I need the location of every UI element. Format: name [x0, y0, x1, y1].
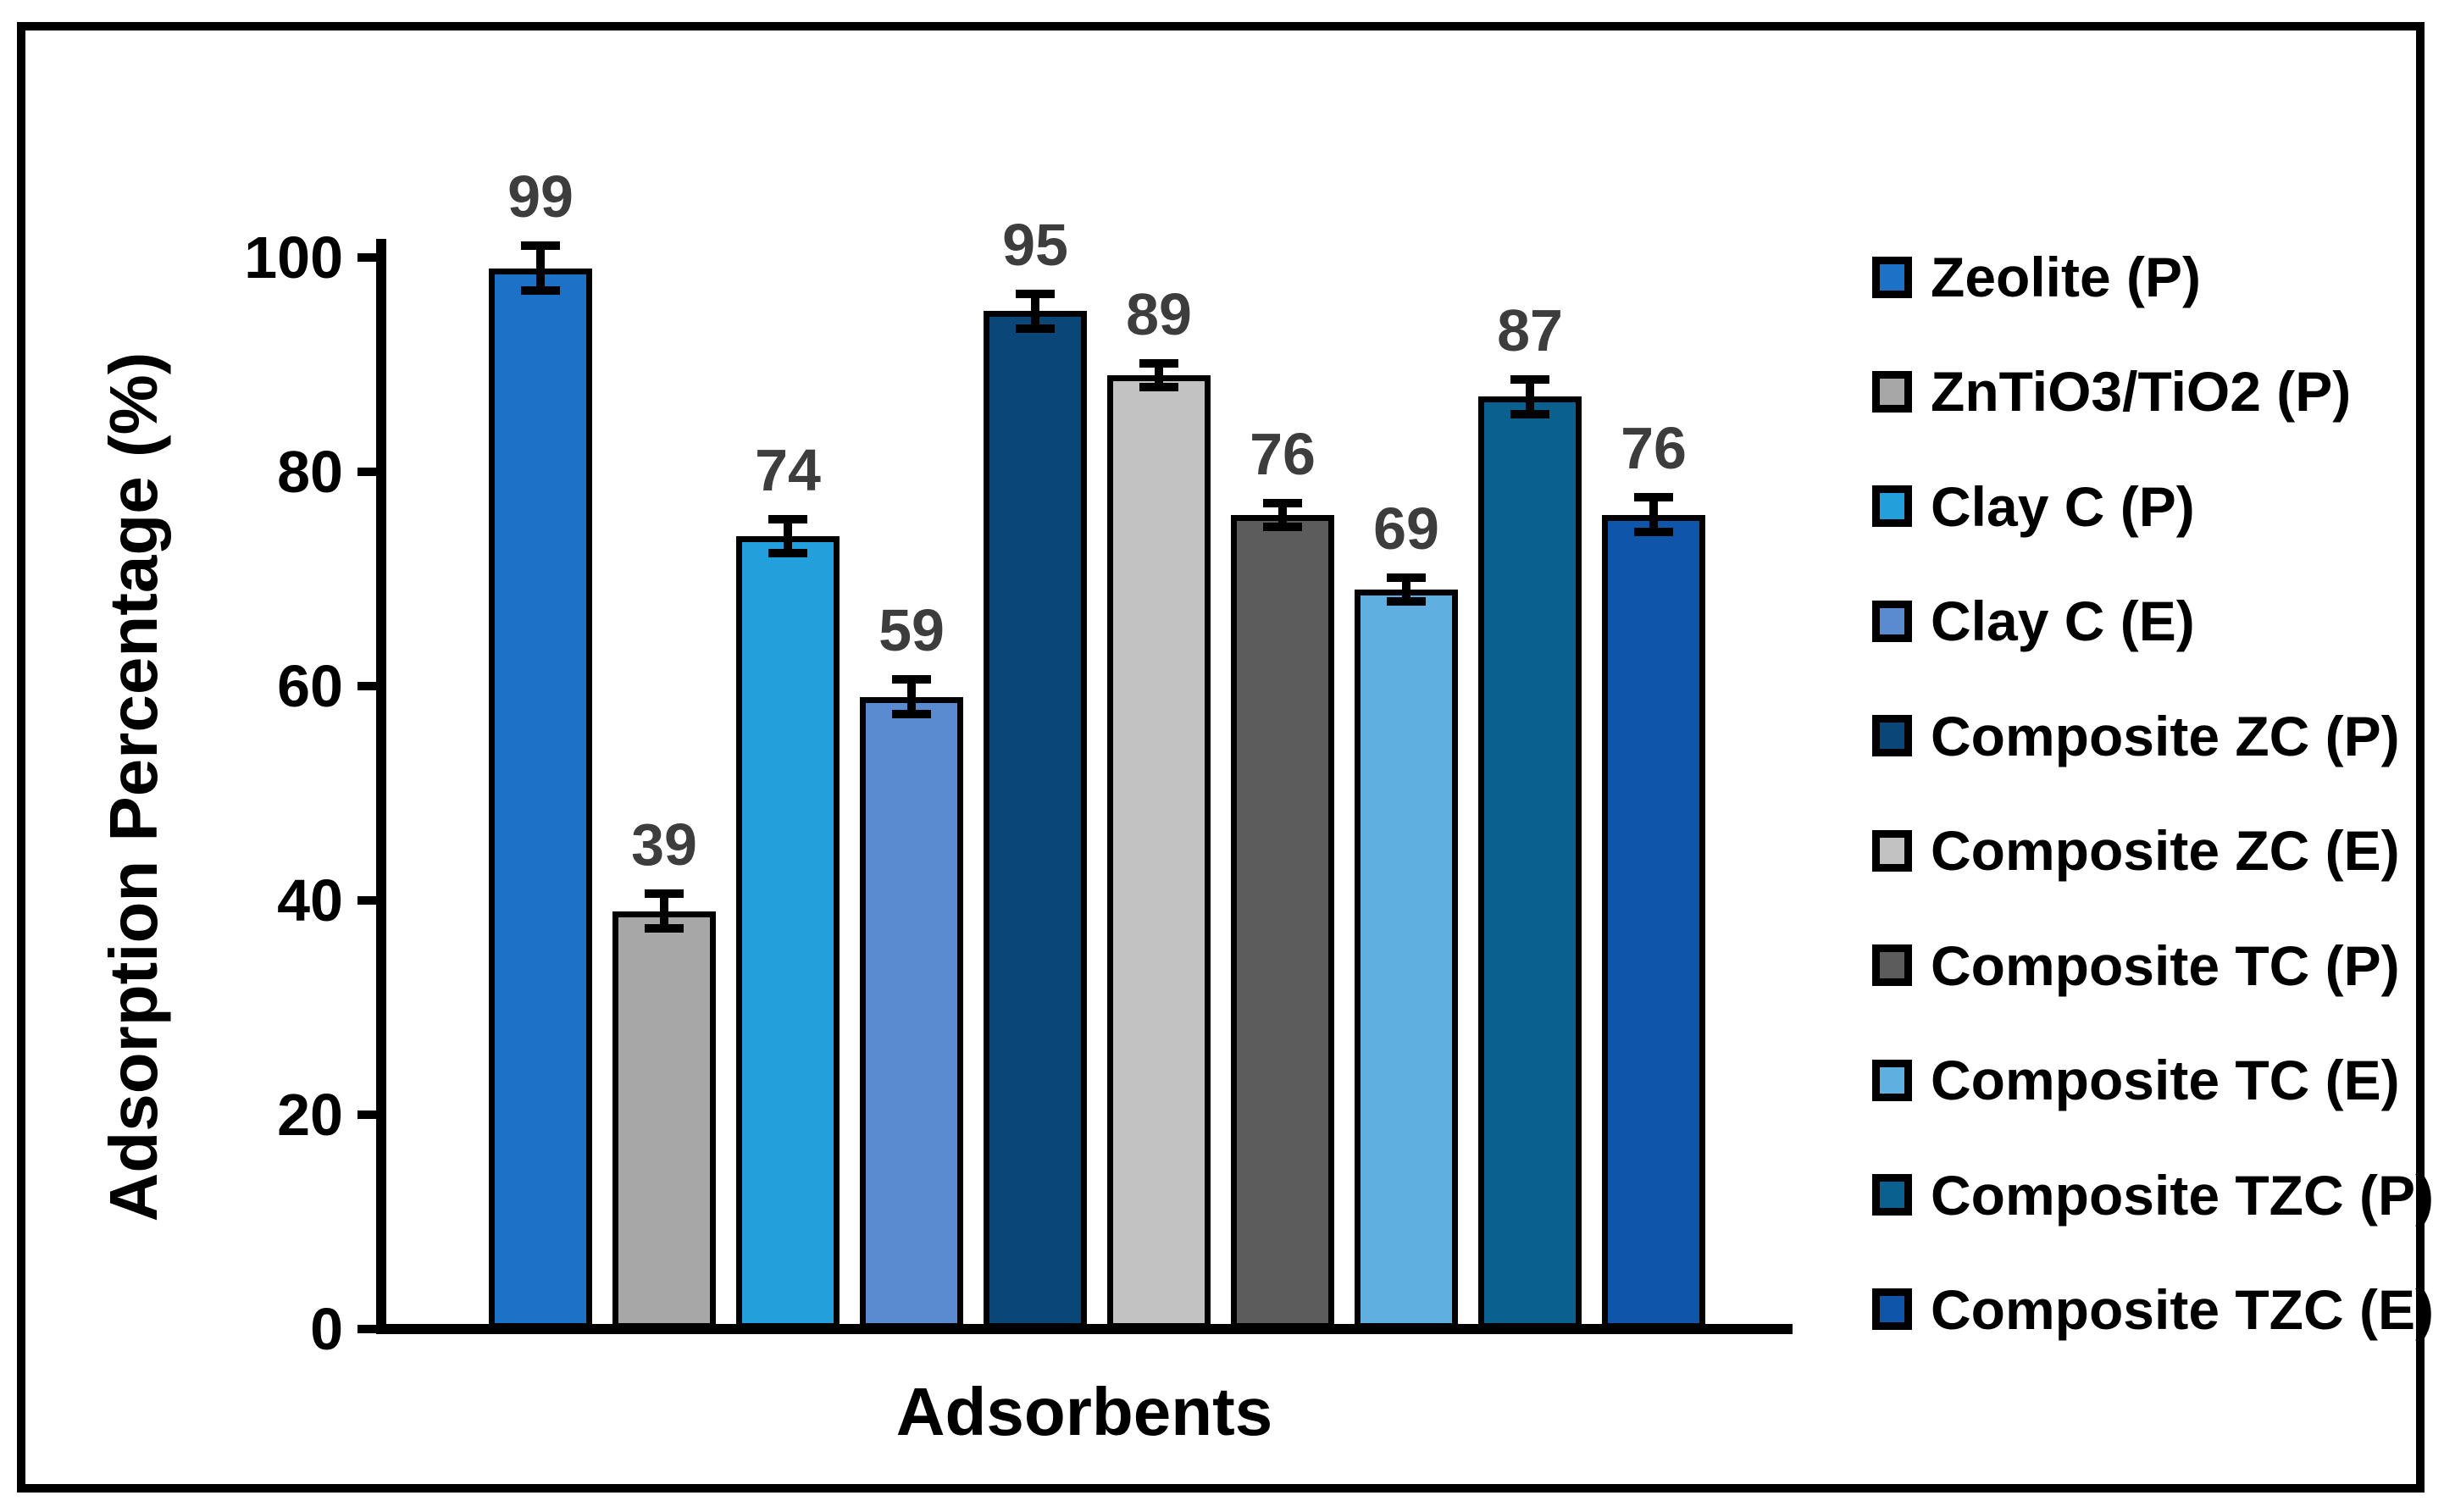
- legend-item-label: Composite ZC (P): [1931, 704, 2400, 767]
- bar-value-label: 99: [507, 163, 574, 230]
- legend-swatch: [1872, 944, 1912, 987]
- legend-item-label: Clay C (P): [1931, 474, 2195, 538]
- bars-row: 99 39 74 59 95 89 76 69 87 76: [390, 167, 1787, 1329]
- bar-slot: 99: [479, 167, 602, 1329]
- error-bar-line: [1155, 359, 1163, 392]
- error-bar: [1016, 289, 1055, 333]
- bar-composite-tc-e: [1355, 590, 1458, 1329]
- legend-item-label: ZnTiO3/TiO2 (P): [1931, 360, 2352, 424]
- y-tick-mark: [357, 896, 376, 905]
- error-bar-line: [1031, 289, 1039, 333]
- legend-item-label: Composite TC (P): [1931, 933, 2400, 997]
- error-bar-line: [784, 514, 792, 558]
- legend-item: Composite TZC (E): [1872, 1282, 2434, 1338]
- error-bar-line: [907, 675, 916, 718]
- bar-value-label: 74: [755, 436, 821, 503]
- error-bar-line: [1278, 498, 1287, 531]
- bar-clay-c-p: [736, 535, 840, 1329]
- legend-item-label: Composite ZC (E): [1931, 819, 2400, 883]
- bar-slot: 76: [1221, 258, 1344, 1329]
- bar-clay-c-e: [860, 696, 963, 1329]
- y-tick-mark: [357, 682, 376, 690]
- legend-item: Clay C (P): [1872, 479, 2434, 534]
- bar-composite-zc-e: [1107, 375, 1211, 1329]
- legend-item: Composite ZC (E): [1872, 822, 2434, 878]
- y-tick-mark: [357, 1325, 376, 1333]
- bar-value-label: 69: [1373, 496, 1439, 562]
- y-axis-title: Adsorption Percentage (%): [96, 352, 171, 1222]
- bar-zeolite-p: [489, 268, 592, 1329]
- bar-value-label: 95: [1002, 211, 1068, 278]
- legend-item: Composite TC (E): [1872, 1052, 2434, 1108]
- error-bar: [521, 241, 560, 296]
- y-tick-label: 20: [277, 1082, 343, 1148]
- error-bar: [1634, 493, 1673, 536]
- bar-composite-zc-p: [984, 311, 1087, 1329]
- legend-swatch: [1872, 1174, 1912, 1216]
- legend-item: Composite ZC (P): [1872, 708, 2434, 764]
- plot-area: 99 39 74 59 95 89 76 69 87 76: [390, 167, 1787, 1329]
- error-bar-line: [1402, 573, 1410, 606]
- error-bar: [892, 675, 931, 718]
- bar-slot: 87: [1468, 258, 1592, 1329]
- y-axis-line: [376, 239, 386, 1333]
- error-bar-line: [660, 889, 668, 933]
- legend-item-label: Clay C (E): [1931, 590, 2195, 653]
- legend-swatch: [1872, 485, 1912, 528]
- x-axis-title: Adsorbents: [895, 1374, 1273, 1449]
- y-tick-mark: [357, 253, 376, 262]
- legend-swatch: [1872, 829, 1912, 872]
- legend-item: Composite TZC (P): [1872, 1167, 2434, 1223]
- bar-composite-tzc-p: [1478, 396, 1582, 1329]
- error-bar-line: [1649, 493, 1658, 536]
- error-bar-line: [536, 241, 545, 296]
- legend-swatch: [1872, 256, 1912, 298]
- bar-value-label: 76: [1621, 415, 1687, 482]
- bar-composite-tzc-e: [1602, 514, 1705, 1329]
- legend-item: Zeolite (P): [1872, 249, 2434, 305]
- error-bar-line: [1526, 375, 1534, 418]
- bar-value-label: 87: [1497, 297, 1563, 364]
- bar-slot: 69: [1344, 258, 1468, 1329]
- bar-value-label: 89: [1126, 281, 1192, 348]
- y-tick-label: 40: [277, 867, 343, 933]
- bar-value-label: 59: [878, 597, 945, 664]
- legend-item: ZnTiO3/TiO2 (P): [1872, 363, 2434, 419]
- legend-swatch: [1872, 1059, 1912, 1101]
- legend-item: Composite TC (P): [1872, 938, 2434, 994]
- error-bar: [645, 889, 684, 933]
- chart-outer-frame: 0 20 40 60 80 100 Adsorption Percentage (%) 9…: [17, 22, 2434, 1493]
- bar-slot: 74: [726, 258, 850, 1329]
- bar-zntio3-tio2-p: [612, 911, 716, 1329]
- bar-slot: 39: [602, 258, 726, 1329]
- y-tick-mark: [357, 468, 376, 476]
- bar-slot: 59: [850, 258, 973, 1329]
- y-tick-label: 100: [244, 224, 343, 291]
- legend-item-label: Composite TZC (P): [1931, 1163, 2434, 1227]
- legend-item: Clay C (E): [1872, 593, 2434, 649]
- bar-slot: 95: [973, 215, 1097, 1329]
- bar-slot: 76: [1592, 258, 1715, 1329]
- bar-value-label: 76: [1250, 420, 1316, 487]
- y-tick-label: 0: [310, 1296, 343, 1362]
- legend: Zeolite (P) ZnTiO3/TiO2 (P) Clay C (P) Clay…: [1872, 249, 2434, 1338]
- legend-swatch: [1872, 715, 1912, 757]
- error-bar: [1510, 375, 1549, 418]
- y-tick-label: 80: [277, 439, 343, 505]
- error-bar: [768, 514, 807, 558]
- error-bar: [1263, 498, 1302, 531]
- legend-item-label: Zeolite (P): [1931, 246, 2202, 308]
- y-tick-label: 60: [277, 653, 343, 719]
- legend-item-label: Composite TC (E): [1931, 1049, 2400, 1112]
- bar-value-label: 39: [631, 811, 697, 878]
- legend-item-label: Composite TZC (E): [1931, 1277, 2434, 1341]
- legend-swatch: [1872, 370, 1912, 413]
- bar-slot: 89: [1097, 258, 1221, 1329]
- error-bar: [1139, 359, 1178, 392]
- error-bar: [1387, 573, 1426, 606]
- bar-composite-tc-p: [1231, 514, 1334, 1329]
- legend-swatch: [1872, 600, 1912, 642]
- legend-swatch: [1872, 1288, 1912, 1331]
- y-tick-mark: [357, 1110, 376, 1119]
